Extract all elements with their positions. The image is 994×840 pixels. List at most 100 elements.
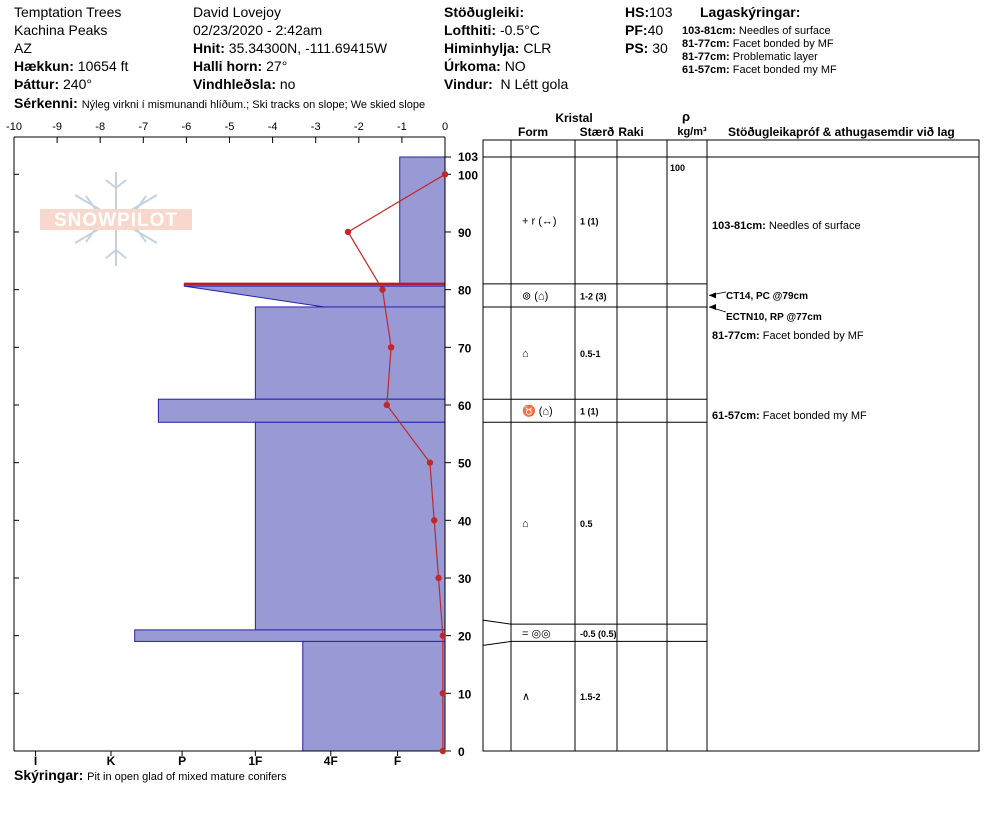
location-name: Temptation Trees	[14, 4, 122, 20]
snowpilot-logo: SNOWPILOT	[40, 172, 192, 266]
top-tick-label: -6	[182, 121, 192, 133]
top-tick-label: -5	[225, 121, 235, 133]
temperature-point	[439, 632, 447, 639]
grain-form-icon: ∧	[522, 691, 530, 703]
temperature-point	[379, 286, 386, 293]
temperature-point	[439, 747, 447, 755]
depth-tick-label: 60	[458, 399, 472, 413]
density-symbol: ρ	[682, 109, 690, 124]
size-header: Stærð	[580, 125, 615, 139]
grain-form-icon: = ◎◎	[522, 628, 551, 640]
bottom-tick-label: K	[107, 754, 116, 768]
features: Sérkenni: Nýleg virkni í mismunandi hlíð…	[14, 95, 426, 111]
top-tick-label: -8	[95, 121, 105, 133]
layer-comment: 61-57cm: Facet bonded my MF	[712, 410, 867, 422]
temperature-point	[387, 344, 395, 351]
top-tick-label: -7	[138, 121, 148, 133]
form-header: Form	[518, 125, 548, 139]
bottom-tick-label: 1F	[248, 754, 262, 768]
top-tick-label: -9	[52, 121, 62, 133]
density-unit: kg/m³	[677, 126, 707, 138]
layer-comment: 81-77cm: Facet bonded by MF	[712, 330, 864, 342]
hardness-bar	[157, 398, 446, 423]
range-name: Kachina Peaks	[14, 22, 108, 38]
observer: David Lovejoy	[193, 4, 281, 20]
elevation: Hækkun: 10654 ft	[14, 58, 129, 74]
depth-tick-label: 40	[458, 514, 472, 528]
bottom-tick-label: 4F	[324, 754, 338, 768]
layer-boundary-connector	[482, 640, 512, 646]
legend-item: 61-57cm: Facet bonded my MF	[682, 64, 837, 76]
pf-value: PF:40	[625, 22, 664, 38]
legend-title: Lagaskýringar:	[700, 4, 801, 20]
bottom-tick-label: I	[34, 754, 37, 768]
slope-angle: Halli horn: 27°	[193, 58, 288, 74]
bottom-tick-label: F	[394, 754, 401, 768]
depth-tick-label: 30	[458, 572, 472, 586]
temperature-point	[426, 459, 434, 466]
ps-value: PS: 30	[625, 40, 668, 56]
wind-loading: Vindhleðsla: no	[193, 76, 296, 92]
depth-tick-label: 103	[458, 150, 478, 164]
legend-item: 81-77cm: Facet bonded by MF	[682, 38, 834, 50]
top-tick-label: -3	[311, 121, 321, 133]
depth-tick-label: 20	[458, 630, 472, 644]
state-name: AZ	[14, 40, 32, 56]
wetness-header: Raki	[618, 125, 643, 139]
precipitation: Úrkoma: NO	[444, 58, 526, 74]
density-value: 100	[670, 163, 685, 173]
logo-text: SNOWPILOT	[54, 210, 178, 231]
air-temperature: Lofthiti: -0.5°C	[444, 22, 540, 38]
grain-form-icon: ♉ (⌂)	[522, 405, 553, 418]
depth-tick-label: 70	[458, 341, 472, 355]
layer-boundary-connector	[482, 619, 512, 625]
coordinates: Hnit: 35.34300N, -111.69415W	[193, 40, 388, 56]
grain-size: 1 (1)	[580, 216, 599, 226]
top-tick-label: -10	[6, 121, 22, 133]
depth-tick-label: 80	[458, 284, 472, 298]
stability-test: ECTN10, RP @77cm	[726, 312, 822, 323]
hardness-bar	[134, 629, 446, 642]
hardness-bar	[302, 640, 446, 752]
hardness-bar	[254, 306, 446, 400]
depth-tick-label: 100	[458, 168, 478, 182]
top-tick-label: -4	[268, 121, 278, 133]
temperature-point	[431, 517, 438, 524]
tests-header: Stöðugleikapróf & athugasemdir við lag	[728, 125, 955, 139]
depth-tick-label: 90	[458, 226, 472, 240]
stability-label: Stöðugleiki:	[444, 4, 525, 20]
hardness-bar	[254, 421, 446, 631]
notes: Skýringar: Pit in open glad of mixed mat…	[14, 767, 287, 783]
grain-form-icon: + r (↔)	[522, 215, 557, 227]
legend-item: 103-81cm: Needles of surface	[682, 25, 831, 37]
top-tick-label: -2	[354, 121, 364, 133]
bottom-tick-label: P	[178, 754, 186, 768]
test-arrow-icon	[709, 292, 716, 299]
layer-table-frame	[482, 139, 980, 752]
aspect: Þáttur: 240°	[14, 76, 92, 92]
temperature-point	[383, 401, 391, 409]
layer-comment: 103-81cm: Needles of surface	[712, 220, 861, 232]
grain-size: -0.5 (0.5)	[580, 629, 617, 639]
top-tick-label: 0	[442, 121, 448, 133]
grain-form-icon: ⊚ (⌂)	[522, 290, 548, 302]
hardness-bar	[399, 156, 446, 285]
sky-cover: Himinhylja: CLR	[444, 40, 552, 56]
grain-size: 0.5	[580, 519, 593, 529]
grain-size: 0.5-1	[580, 349, 601, 359]
hardness-bar	[184, 285, 446, 308]
temperature-point	[441, 171, 449, 178]
stability-test: CT14, PC @79cm	[726, 291, 808, 302]
depth-tick-label: 10	[458, 687, 472, 701]
test-arrow-icon	[709, 303, 716, 310]
depth-tick-label: 50	[458, 457, 472, 471]
temperature-point	[435, 574, 442, 582]
datetime: 02/23/2020 - 2:42am	[193, 22, 323, 38]
grain-size: 1.5-2	[580, 692, 601, 702]
kristal-header: Kristal	[555, 111, 592, 125]
legend-item: 81-77cm: Problematic layer	[682, 51, 818, 63]
wind: Vindur: N Létt gola	[444, 76, 569, 92]
hs-value: HS:103	[625, 4, 673, 20]
top-tick-label: -1	[397, 121, 407, 133]
